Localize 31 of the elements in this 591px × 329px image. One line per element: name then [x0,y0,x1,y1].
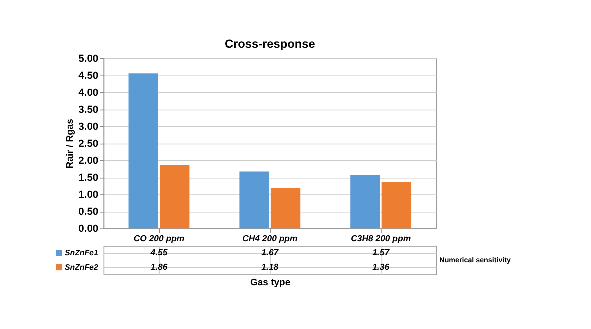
y-tick-label: 4.00 [78,88,99,99]
y-tick-label: 2.00 [78,156,99,168]
bar [128,74,158,229]
y-tick-label: 5.00 [78,54,99,65]
x-tick-label: CH4 200 ppm [242,234,298,244]
data-label: 1.18 [262,262,279,272]
y-tick-label: 0.50 [78,207,99,218]
data-label: 4.55 [150,248,168,258]
bar [382,182,412,229]
legend-label: SnZnFe1 [64,248,98,258]
bar [160,165,190,229]
data-label: 1.36 [372,262,390,272]
data-label: 1.57 [372,248,391,258]
y-tick-label: 4.50 [78,70,99,82]
y-tick-label: 1.00 [78,190,99,202]
y-axis-title: Rair / Rgas [65,119,76,169]
y-tick-label: 2.50 [78,139,99,150]
x-axis-title: Gas type [250,277,291,288]
bar [350,175,380,229]
data-label: 1.67 [262,248,280,258]
chart-title: Cross-response [224,37,316,52]
y-tick-label: 0.00 [78,224,99,236]
y-tick-label: 3.50 [78,104,99,116]
x-tick-label: CO 200 ppm [134,234,185,244]
bar [240,172,270,229]
y-tick-label: 1.50 [78,173,99,184]
y-tick-label: 3.00 [78,122,99,134]
x-tick-label: C3H8 200 ppm [351,234,412,244]
data-label: 1.86 [150,262,168,272]
legend-label: SnZnFe2 [64,262,99,272]
bar [270,188,301,229]
